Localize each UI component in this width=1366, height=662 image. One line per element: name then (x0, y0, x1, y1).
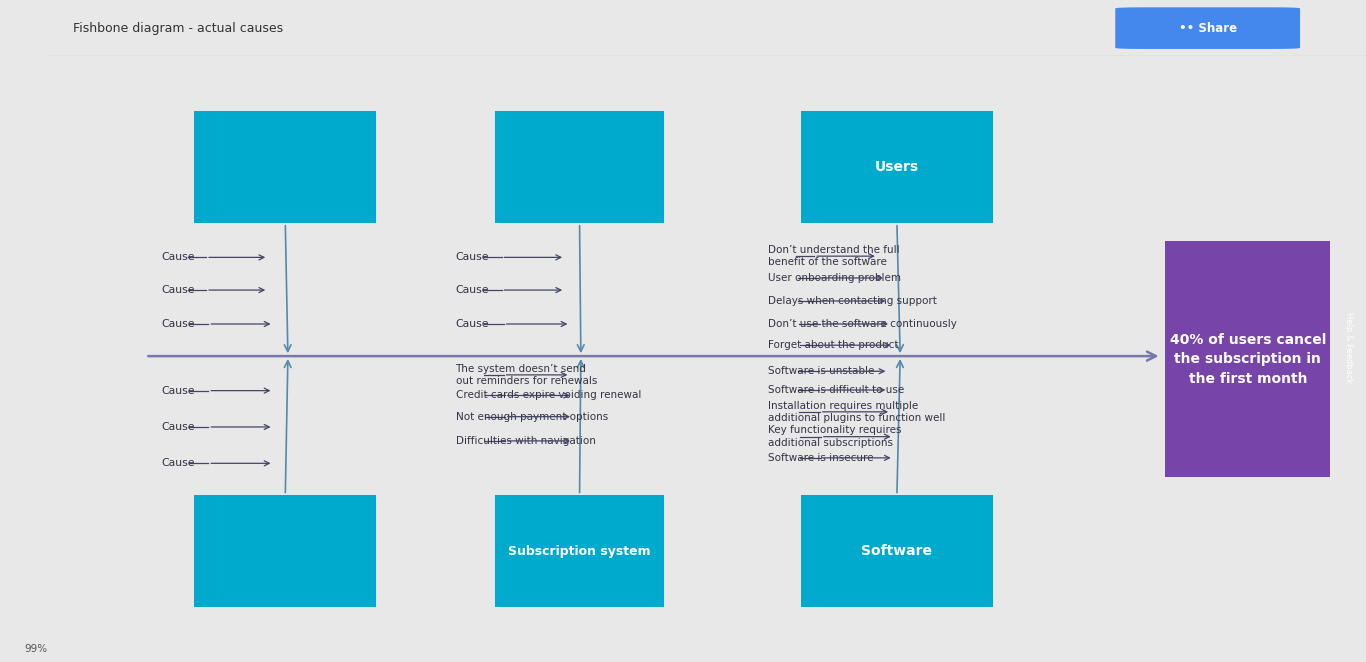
Text: Cause: Cause (161, 458, 195, 468)
Text: Key functionality requires
additional subscriptions: Key functionality requires additional su… (768, 426, 902, 448)
Text: Not enough payment options: Not enough payment options (455, 412, 608, 422)
FancyBboxPatch shape (494, 495, 664, 608)
FancyBboxPatch shape (494, 111, 664, 223)
FancyBboxPatch shape (802, 111, 993, 223)
Text: Cause: Cause (161, 386, 195, 396)
Text: Don’t use the software continuously: Don’t use the software continuously (768, 319, 958, 329)
Text: Software: Software (862, 544, 933, 559)
FancyBboxPatch shape (802, 495, 993, 608)
Text: Cause: Cause (455, 319, 489, 329)
Text: Cause: Cause (161, 285, 195, 295)
Text: •• Share: •• Share (1179, 22, 1236, 34)
Text: Fishbone diagram - actual causes: Fishbone diagram - actual causes (72, 22, 283, 34)
Text: Cause: Cause (161, 319, 195, 329)
Text: Cause: Cause (455, 252, 489, 262)
Text: Cause: Cause (161, 252, 195, 262)
Text: Delays when contacting support: Delays when contacting support (768, 296, 937, 306)
Text: Software is difficult to use: Software is difficult to use (768, 385, 904, 395)
Text: 40% of users cancel
the subscription in
the first month: 40% of users cancel the subscription in … (1169, 332, 1326, 386)
FancyBboxPatch shape (194, 111, 377, 223)
Text: Cause: Cause (161, 422, 195, 432)
Text: The system doesn’t send
out reminders for renewals: The system doesn’t send out reminders fo… (455, 363, 597, 386)
Text: Don’t understand the full
benefit of the software: Don’t understand the full benefit of the… (768, 245, 900, 267)
Text: Credit cards expire voiding renewal: Credit cards expire voiding renewal (455, 391, 641, 401)
Text: Installation requires multiple
additional plugins to function well: Installation requires multiple additiona… (768, 401, 945, 423)
Text: Help & Feedback: Help & Feedback (1344, 312, 1354, 383)
FancyBboxPatch shape (1165, 241, 1330, 477)
FancyBboxPatch shape (1115, 7, 1300, 49)
Text: Difficulties with navigation: Difficulties with navigation (455, 436, 596, 446)
Text: Subscription system: Subscription system (508, 545, 650, 558)
FancyBboxPatch shape (194, 495, 377, 608)
Text: Cause: Cause (455, 285, 489, 295)
Text: Forget about the product: Forget about the product (768, 340, 899, 350)
Text: 99%: 99% (25, 643, 48, 654)
Text: User onboarding problem: User onboarding problem (768, 273, 902, 283)
Text: Software is insecure: Software is insecure (768, 453, 874, 463)
Text: Users: Users (874, 160, 919, 174)
Text: Software is unstable: Software is unstable (768, 366, 874, 376)
